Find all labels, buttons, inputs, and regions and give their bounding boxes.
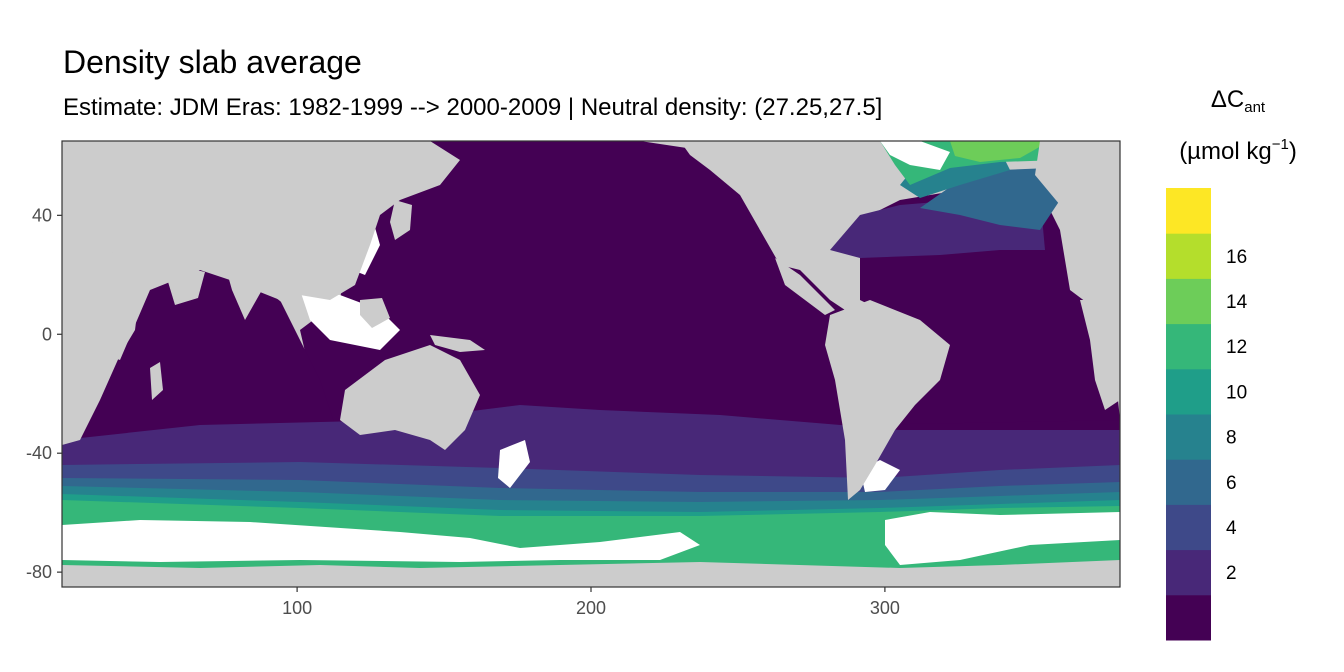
land-arabia (162, 262, 205, 305)
continents (62, 141, 1120, 587)
x-axis: 100 200 300 (282, 587, 900, 618)
legend-label: 4 (1226, 518, 1237, 539)
land-africa-west (1080, 300, 1120, 410)
y-tick-label: -80 (26, 562, 52, 582)
legend-label: 10 (1226, 382, 1247, 403)
legend-bin (1166, 504, 1211, 551)
map-panel (62, 141, 1120, 587)
weddell-no-data (885, 512, 1120, 565)
land-eurasia (62, 141, 460, 305)
land-madagascar (150, 362, 163, 400)
legend-bin (1166, 368, 1211, 415)
nz-no-data (498, 440, 530, 488)
land-japan (390, 200, 412, 240)
y-axis: 40 0 -40 -80 (26, 205, 62, 582)
legend-bin (1166, 594, 1211, 641)
legend-bin (1166, 188, 1211, 234)
legend-label: 12 (1226, 337, 1247, 358)
indonesia-no-data (300, 290, 400, 350)
map-subtitle: Estimate: JDM Eras: 1982-1999 --> 2000-2… (63, 94, 883, 121)
legend-unit-superscript: −1 (1271, 136, 1289, 153)
y-tick-label: 40 (32, 205, 52, 225)
indian-ocean (62, 270, 340, 460)
land-india (225, 265, 262, 320)
land-south-america (825, 300, 950, 500)
legend-unit: (µmol kg−1) (1150, 136, 1326, 166)
land-borneo (360, 298, 390, 328)
land-europe (1060, 141, 1120, 255)
legend-bin (1166, 414, 1211, 460)
land-antarctica (62, 560, 1120, 587)
legend-bin (1166, 549, 1211, 596)
land-new-guinea (430, 335, 485, 352)
legend-title: ΔCant (1150, 86, 1326, 116)
legend-title-subscript: ant (1244, 99, 1266, 116)
land-australia (340, 345, 480, 450)
no-data-regions (62, 141, 1120, 565)
legend-unit-close: ) (1288, 138, 1297, 165)
legend-bin (1166, 278, 1211, 325)
legend-unit-open: (µmol kg (1179, 138, 1272, 165)
atlantic-ocean (860, 190, 1120, 470)
legend-bin (1166, 323, 1211, 370)
legend-label: 6 (1226, 473, 1237, 494)
legend-title-symbol: ΔC (1210, 86, 1245, 113)
arctic-no-data (880, 141, 950, 170)
land-africa (62, 245, 140, 445)
y-tick-label: 0 (42, 324, 52, 344)
legend-label: 8 (1226, 428, 1237, 449)
legend-label: 16 (1226, 247, 1247, 268)
x-tick-label: 200 (576, 598, 606, 618)
land-central-america (775, 258, 835, 315)
x-tick-label: 300 (870, 598, 900, 618)
x-tick-label: 100 (282, 598, 312, 618)
north-atlantic-band-14 (950, 141, 1050, 162)
map-title: Density slab average (63, 44, 362, 80)
legend-label: 2 (1226, 563, 1237, 584)
antarctic-shelf-no-data (62, 520, 700, 562)
legend-label: 14 (1226, 292, 1248, 313)
y-tick-label: -40 (26, 443, 52, 463)
legend-bin (1166, 233, 1211, 279)
legend-bin (1166, 459, 1211, 505)
legend-colorbar: 2 4 6 8 10 12 14 16 (1166, 188, 1248, 641)
land-north-america (680, 141, 870, 270)
